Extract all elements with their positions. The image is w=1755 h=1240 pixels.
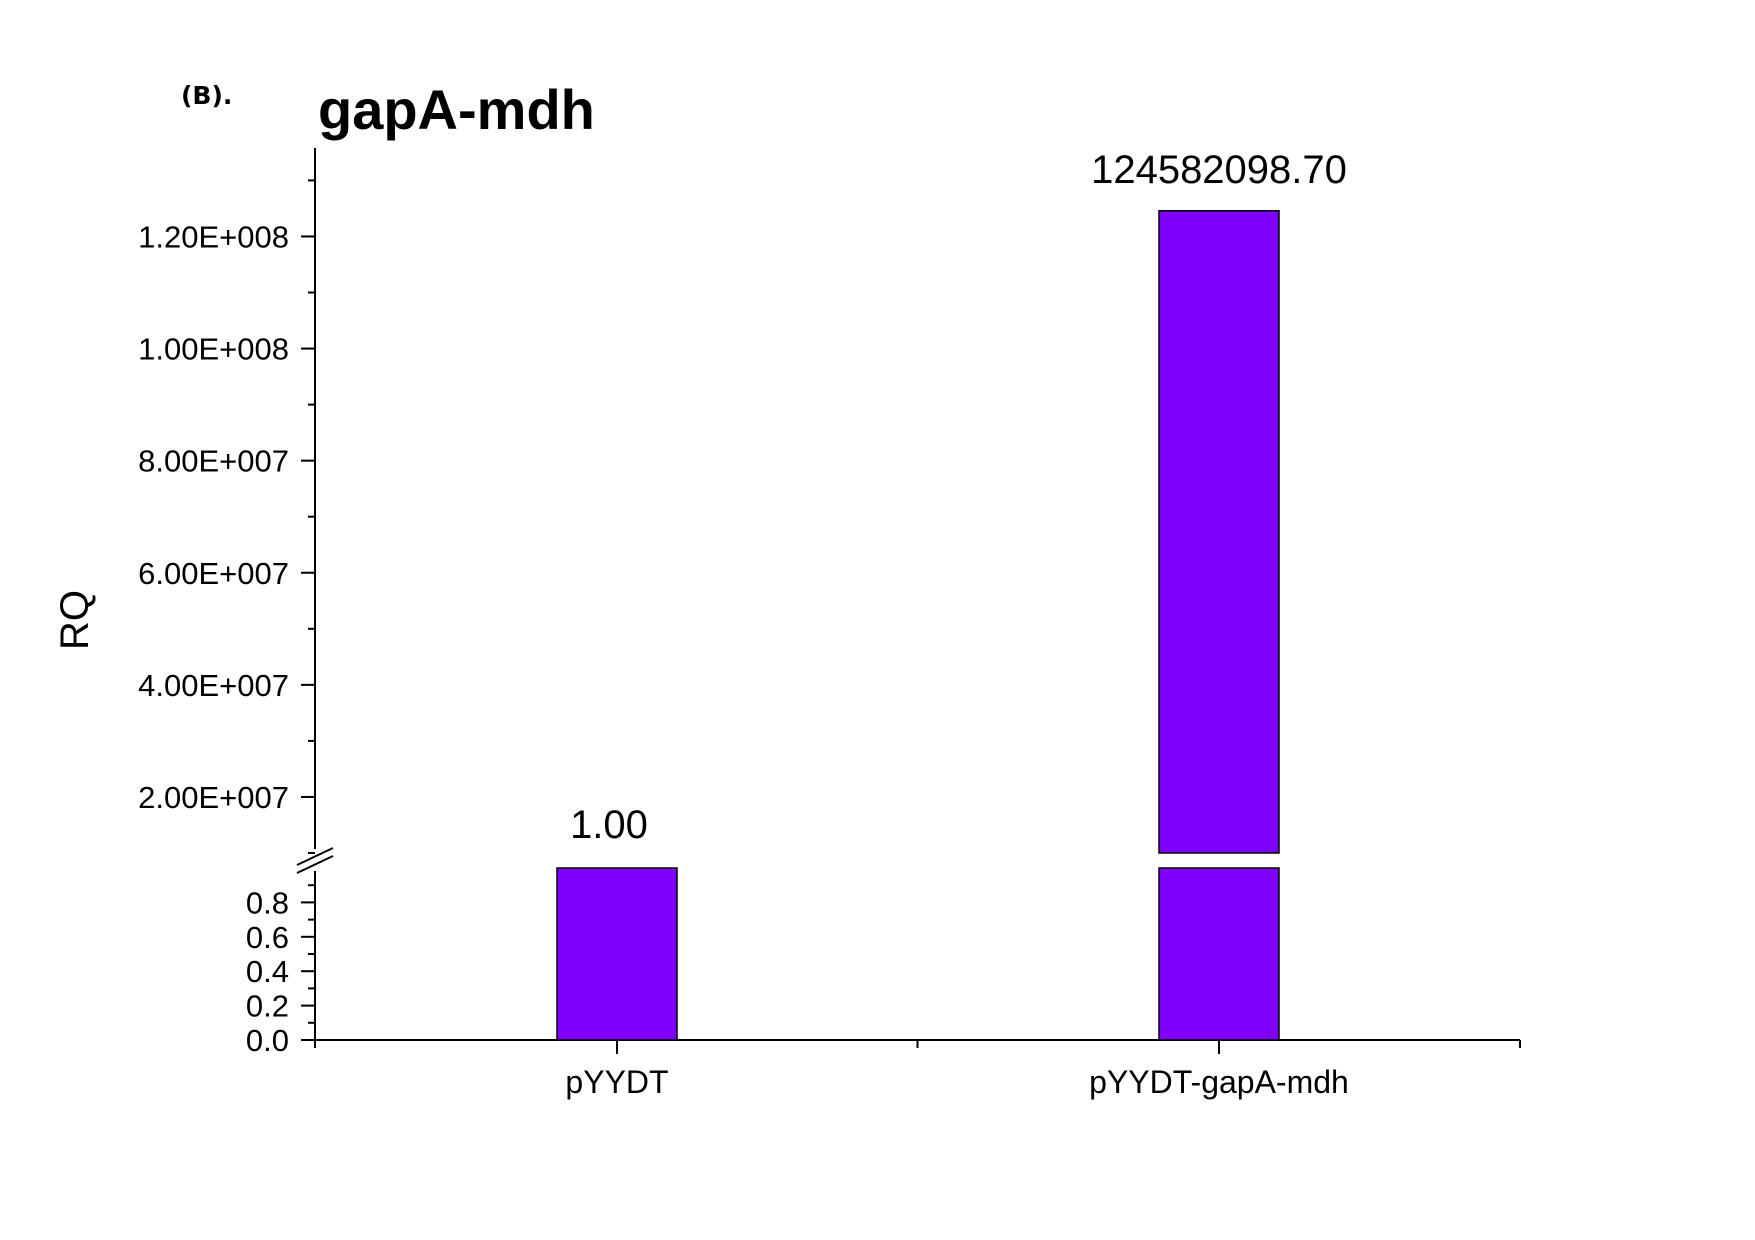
bar-lower-segment: [1158, 867, 1280, 1041]
axis-break-mark: [296, 855, 334, 874]
bar-upper-segment: [1158, 210, 1280, 854]
y-tick-label: 0.6: [246, 920, 289, 955]
y-tick-label: 1.00E+008: [138, 332, 289, 367]
chart-title: gapA-mdh: [318, 78, 595, 141]
y-tick-label: 2.00E+007: [138, 780, 289, 815]
x-tick-label: pYYDT: [565, 1064, 668, 1100]
y-axis-label: RQ: [53, 590, 97, 650]
y-tick-label: 1.20E+008: [138, 219, 289, 254]
bar-data-label: 1.00: [570, 803, 648, 847]
panel-label: (B).: [181, 81, 232, 110]
y-tick-label: 0.4: [246, 954, 289, 989]
y-tick-label: 0.0: [246, 1023, 289, 1058]
bar-data-label: 124582098.70: [1091, 148, 1347, 192]
y-tick-label: 0.8: [246, 885, 289, 920]
y-tick-label: 0.2: [246, 989, 289, 1024]
x-tick-label: pYYDT-gapA-mdh: [1089, 1064, 1349, 1100]
y-tick-label: 4.00E+007: [138, 668, 289, 703]
y-tick-label: 8.00E+007: [138, 444, 289, 479]
bar-lower-segment: [556, 867, 678, 1041]
axis-break-mark: [296, 847, 334, 866]
y-tick-label: 6.00E+007: [138, 556, 289, 591]
plot-area: 2.00E+007 4.00E+007 6.00E+007 8.00E+007 1.00…: [138, 148, 1521, 1100]
